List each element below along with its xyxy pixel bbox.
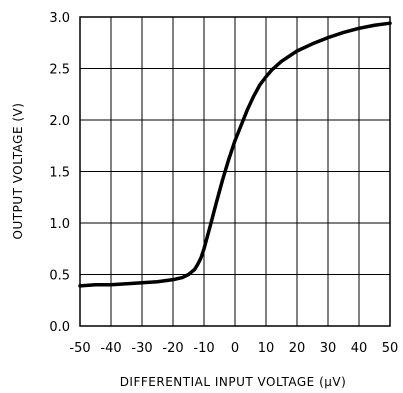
- y-tick-label: 2.5: [49, 63, 70, 78]
- y-tick-label: 2.0: [49, 114, 70, 129]
- y-tick-label: 1.0: [49, 217, 70, 232]
- plot-frame: [79, 16, 391, 327]
- y-tick-labels: 0.0 0.5 1.0 1.5 2.0 2.5 3.0: [49, 11, 70, 335]
- x-tick-label: -50: [69, 341, 90, 356]
- x-tick-label: 50: [382, 341, 399, 356]
- x-tick-labels: -50 -40 -30 -20 -10 0 10 20 30 40 50: [69, 341, 398, 356]
- x-tick-label: 40: [351, 341, 368, 356]
- series-line: [78, 21, 392, 288]
- y-tick-label: 1.5: [49, 166, 70, 181]
- x-axis-label: DIFFERENTIAL INPUT VOLTAGE (μV): [120, 375, 347, 389]
- y-tick-label: 0.5: [49, 269, 70, 284]
- x-tick-label: 0: [231, 341, 239, 356]
- x-tick-label: 20: [289, 341, 306, 356]
- y-tick-label: 0.0: [49, 320, 70, 335]
- y-tick-label: 3.0: [49, 11, 70, 26]
- x-tick-label: -20: [162, 341, 183, 356]
- series-layer: [78, 21, 392, 288]
- y-axis-label: OUTPUT VOLTAGE (V): [11, 103, 25, 240]
- x-tick-label: -40: [100, 341, 121, 356]
- x-tick-label: -30: [131, 341, 152, 356]
- x-tick-label: 10: [258, 341, 275, 356]
- x-tick-label: -10: [193, 341, 214, 356]
- grid: [79, 16, 391, 327]
- x-tick-label: 30: [320, 341, 337, 356]
